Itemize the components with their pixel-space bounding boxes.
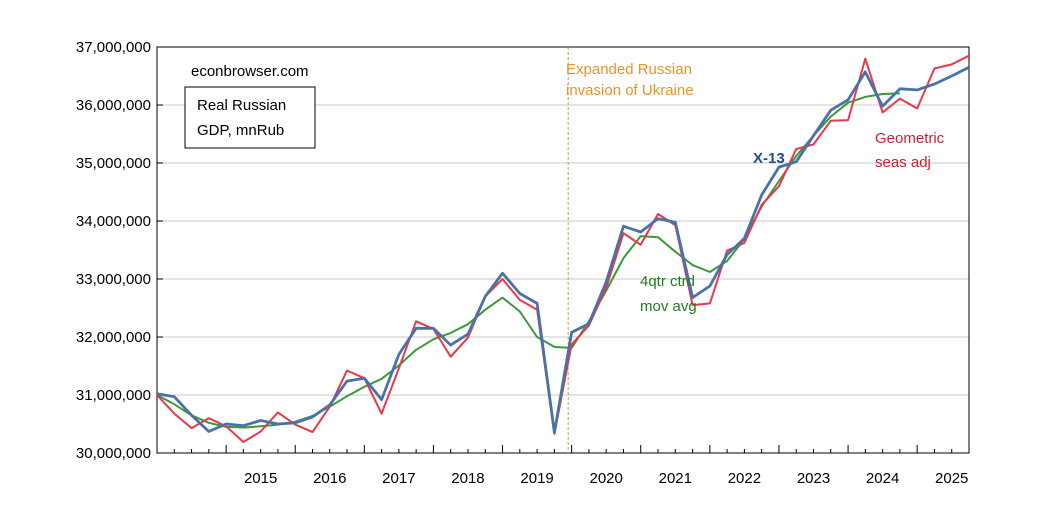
series-label-mavg-line-2: mov avg bbox=[640, 298, 697, 315]
y-tick-label: 35,000,000 bbox=[76, 155, 151, 172]
x-tick-label: 2023 bbox=[797, 470, 830, 487]
series-label-x13: X-13 bbox=[753, 150, 785, 167]
series-label-geo-line-1: Geometric bbox=[875, 130, 945, 147]
x-tick-label: 2021 bbox=[659, 470, 692, 487]
x-tick-label: 2016 bbox=[313, 470, 346, 487]
x-tick-label: 2018 bbox=[451, 470, 484, 487]
event-label-line-2: invasion of Ukraine bbox=[566, 82, 694, 99]
series-label-geo-line-2: seas adj bbox=[875, 154, 931, 171]
x-tick-label: 2019 bbox=[520, 470, 553, 487]
x-tick-label: 2024 bbox=[866, 470, 899, 487]
series-lines bbox=[157, 54, 969, 443]
y-tick-label: 36,000,000 bbox=[76, 97, 151, 114]
x-axis: 2015 2016 2017 2018 2019 2020 2021 2022 2023 2024… bbox=[156, 445, 970, 487]
x-tick-label: 2025 bbox=[935, 470, 968, 487]
y-axis: 30,000,000 31,000,000 32,000,000 33,000,000… bbox=[76, 39, 163, 462]
series-label-mavg-line-1: 4qtr ctrd bbox=[640, 273, 695, 290]
y-tick-label: 30,000,000 bbox=[76, 445, 151, 462]
x-tick-label: 2017 bbox=[382, 470, 415, 487]
title-box bbox=[184, 86, 316, 149]
plot-frame bbox=[156, 46, 970, 454]
y-tick-label: 34,000,000 bbox=[76, 213, 151, 230]
chart-title-line-1: Real Russian bbox=[197, 97, 286, 114]
series-line-x13 bbox=[157, 66, 969, 435]
y-tick-label: 32,000,000 bbox=[76, 329, 151, 346]
x-tick-label: 2022 bbox=[728, 470, 761, 487]
source-label: econbrowser.com bbox=[191, 63, 309, 80]
y-tick-label: 37,000,000 bbox=[76, 39, 151, 56]
event-label-line-1: Expanded Russian bbox=[566, 61, 692, 78]
x-tick-label: 2015 bbox=[244, 470, 277, 487]
chart-title-line-2: GDP, mnRub bbox=[197, 122, 284, 139]
y-tick-label: 31,000,000 bbox=[76, 387, 151, 404]
x-tick-label: 2020 bbox=[590, 470, 623, 487]
y-tick-label: 33,000,000 bbox=[76, 271, 151, 288]
